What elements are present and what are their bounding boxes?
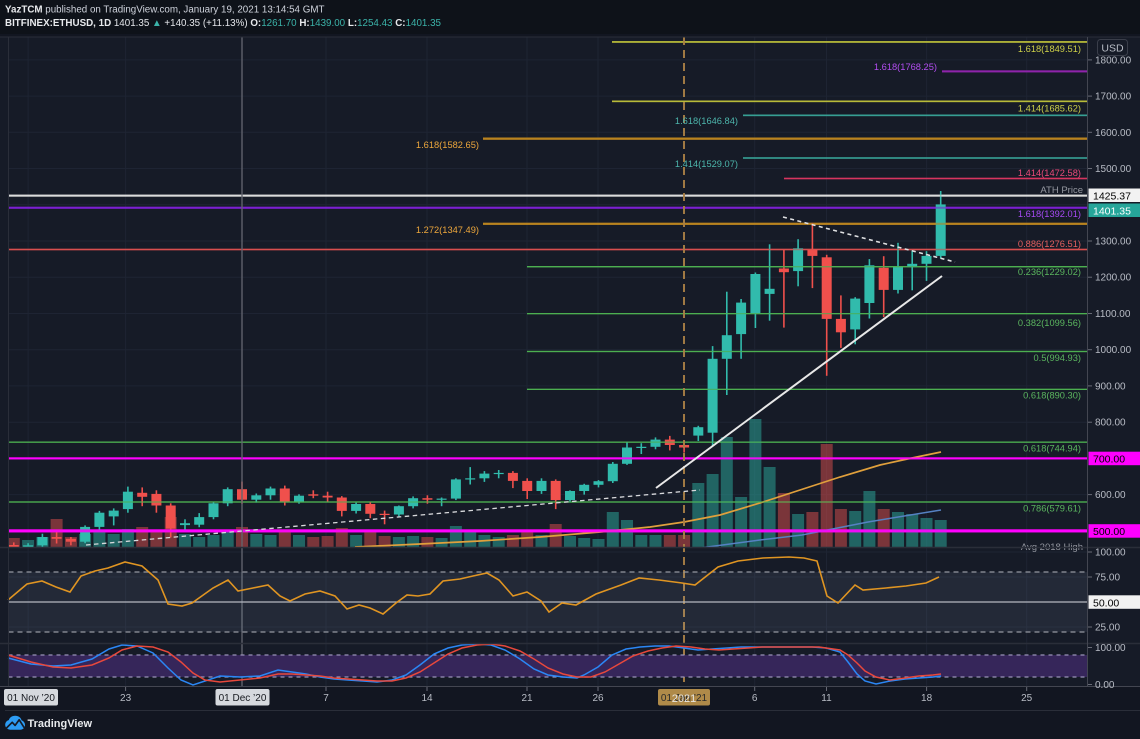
svg-text:0.236(1229.02): 0.236(1229.02)	[1018, 267, 1081, 277]
svg-text:7: 7	[323, 693, 329, 704]
svg-text:6: 6	[752, 693, 758, 704]
svg-text:TradingView: TradingView	[28, 718, 93, 730]
svg-text:50.00: 50.00	[1093, 597, 1119, 609]
svg-text:0.618(890.30): 0.618(890.30)	[1023, 391, 1081, 401]
svg-text:18: 18	[921, 693, 933, 704]
svg-text:1200.00: 1200.00	[1095, 273, 1132, 284]
svg-text:1.414(1529.07): 1.414(1529.07)	[675, 159, 738, 169]
svg-text:1.618(1392.01): 1.618(1392.01)	[1018, 209, 1081, 219]
svg-text:600.00: 600.00	[1095, 490, 1126, 501]
svg-text:1.272(1347.49): 1.272(1347.49)	[416, 225, 479, 235]
svg-text:01 Dec ’20: 01 Dec ’20	[219, 693, 267, 704]
svg-text:100.00: 100.00	[1095, 548, 1126, 559]
svg-text:0.5(994.93): 0.5(994.93)	[1033, 353, 1081, 363]
svg-text:1700.00: 1700.00	[1095, 92, 1132, 103]
svg-text:11: 11	[821, 693, 832, 704]
svg-text:1401.35: 1401.35	[1093, 206, 1131, 218]
svg-text:1.414(1685.62): 1.414(1685.62)	[1018, 103, 1081, 113]
svg-text:1.618(1849.51): 1.618(1849.51)	[1018, 44, 1081, 54]
svg-text:BITFINEX:ETHUSD, 1D 1401.35 ▲: BITFINEX:ETHUSD, 1D 1401.35 ▲ +140.35 (+…	[5, 18, 442, 29]
svg-text:USD: USD	[1101, 43, 1124, 55]
svg-text:YazTCM published on TradingVie: YazTCM published on TradingView.com, Jan…	[5, 5, 325, 16]
svg-text:25: 25	[1021, 693, 1033, 704]
svg-text:1.618(1646.84): 1.618(1646.84)	[675, 116, 738, 126]
svg-text:1800.00: 1800.00	[1095, 55, 1132, 66]
svg-text:500.00: 500.00	[1093, 526, 1125, 538]
svg-text:1425.37: 1425.37	[1093, 191, 1131, 203]
svg-text:0.382(1099.56): 0.382(1099.56)	[1018, 318, 1081, 328]
svg-text:1000.00: 1000.00	[1095, 345, 1132, 356]
svg-text:100.00: 100.00	[1095, 643, 1126, 654]
svg-text:0.886(1276.51): 0.886(1276.51)	[1018, 239, 1081, 249]
svg-text:1300.00: 1300.00	[1095, 237, 1132, 248]
svg-text:1.618(1582.65): 1.618(1582.65)	[416, 140, 479, 150]
svg-text:0.786(579.61): 0.786(579.61)	[1023, 504, 1081, 514]
svg-text:14: 14	[421, 693, 433, 704]
svg-text:1.618(1768.25): 1.618(1768.25)	[874, 62, 937, 72]
svg-text:01 Jan ’21: 01 Jan ’21	[661, 693, 708, 704]
svg-text:0.618(744.94): 0.618(744.94)	[1023, 444, 1081, 454]
svg-text:21: 21	[521, 693, 533, 704]
svg-text:1600.00: 1600.00	[1095, 128, 1132, 139]
svg-text:2021: 2021	[672, 693, 696, 705]
svg-text:700.00: 700.00	[1093, 454, 1125, 466]
svg-text:75.00: 75.00	[1095, 573, 1120, 584]
svg-text:1100.00: 1100.00	[1095, 309, 1131, 320]
svg-text:ATH Price: ATH Price	[1040, 185, 1083, 196]
svg-text:26: 26	[592, 693, 604, 704]
svg-text:1500.00: 1500.00	[1095, 164, 1132, 175]
svg-text:25.00: 25.00	[1095, 623, 1120, 634]
svg-text:900.00: 900.00	[1095, 381, 1126, 392]
svg-text:0.00: 0.00	[1095, 680, 1115, 691]
svg-text:23: 23	[120, 693, 132, 704]
svg-text:800.00: 800.00	[1095, 418, 1126, 429]
svg-text:01 Nov ’20: 01 Nov ’20	[7, 693, 55, 704]
svg-text:1.414(1472.58): 1.414(1472.58)	[1018, 168, 1081, 178]
